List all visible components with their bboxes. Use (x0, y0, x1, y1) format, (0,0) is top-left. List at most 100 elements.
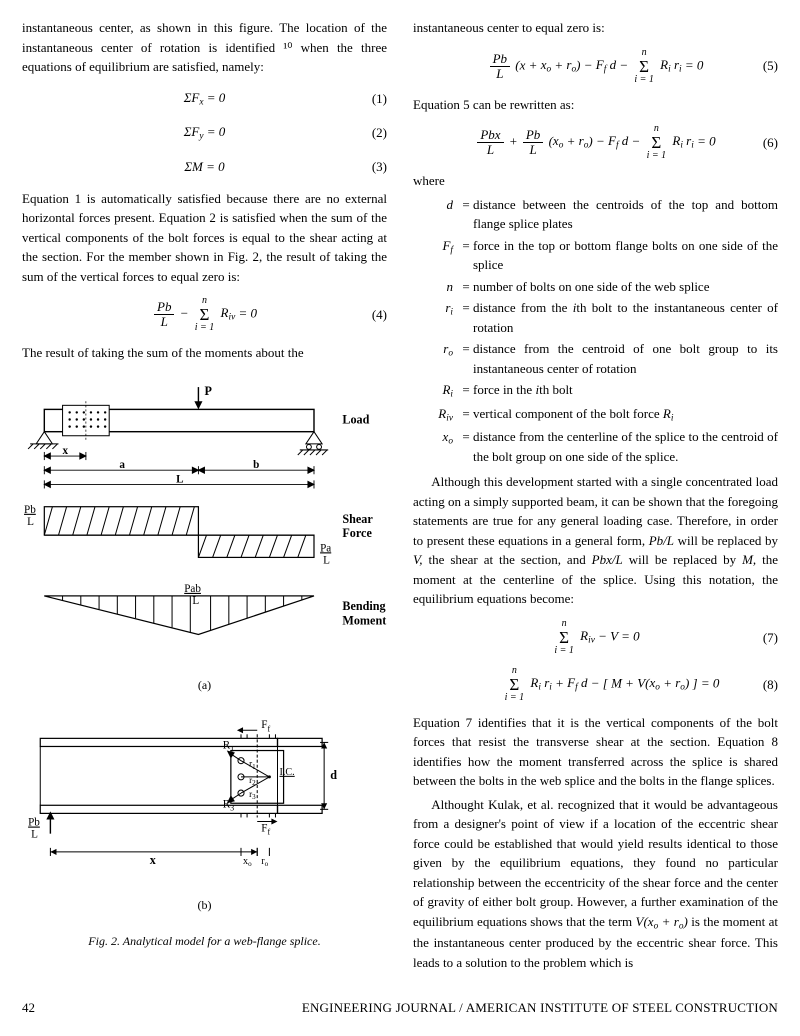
eq-number: (8) (763, 675, 778, 695)
paragraph: The result of taking the sum of the mome… (22, 343, 387, 363)
def-symbol: d (433, 195, 459, 234)
svg-text:L: L (192, 595, 199, 607)
eq-body: PbL (x + xo + ro) − Ff d − nΣi = 1 Ri ri… (488, 48, 704, 85)
svg-text:r1: r1 (249, 759, 256, 771)
svg-text:Force: Force (342, 526, 372, 540)
svg-text:Pb: Pb (28, 816, 40, 828)
svg-text:x: x (150, 853, 157, 867)
journal-name: ENGINEERING JOURNAL / AMERICAN INSTITUTE… (302, 998, 778, 1018)
equation-4: PbL − nΣi = 1 Riv = 0 (4) (22, 296, 387, 333)
definition-row: d=distance between the centroids of the … (433, 195, 778, 234)
eq-number: (1) (372, 89, 387, 109)
eq-number: (6) (763, 133, 778, 153)
definition-row: Riv=vertical component of the bolt force… (433, 404, 778, 426)
eq-body: ΣFy = 0 (184, 122, 226, 144)
figure-sublabel: (b) (22, 896, 387, 914)
definition-row: Ff=force in the top or bottom flange bol… (433, 236, 778, 275)
def-equals: = (459, 339, 473, 378)
equation-1: ΣFx = 0 (1) (22, 87, 387, 111)
figure-sublabel: (a) (22, 676, 387, 694)
left-column: instantaneous center, as shown in this f… (22, 18, 387, 976)
def-text: distance between the centroids of the to… (473, 195, 778, 234)
equation-5: PbL (x + xo + ro) − Ff d − nΣi = 1 Ri ri… (413, 48, 778, 85)
definition-row: ro=distance from the centroid of one bol… (433, 339, 778, 378)
def-equals: = (459, 380, 473, 402)
figure-caption: Fig. 2. Analytical model for a web-flang… (22, 932, 387, 950)
def-text: vertical component of the bolt force Ri (473, 404, 778, 426)
def-equals: = (459, 195, 473, 234)
equation-6: PbxL + PbL (xo + ro) − Ff d − nΣi = 1 Ri… (413, 124, 778, 161)
def-text: distance from the ith bolt to the instan… (473, 298, 778, 337)
def-symbol: xo (433, 427, 459, 466)
svg-text:Load: Load (342, 412, 369, 426)
eq-body: PbL − nΣi = 1 Riv = 0 (152, 296, 257, 333)
def-text: distance from the centroid of one bolt g… (473, 339, 778, 378)
def-symbol: Ff (433, 236, 459, 275)
def-symbol: n (433, 277, 459, 297)
page-footer: 42 ENGINEERING JOURNAL / AMERICAN INSTIT… (22, 998, 778, 1018)
def-symbol: ro (433, 339, 459, 378)
svg-text:a: a (119, 459, 125, 471)
paragraph: Althought Kulak, et al. recognized that … (413, 795, 778, 973)
figure-2b: I.C. R1 r1 r2 r3 R3 Ff Ff d (22, 712, 387, 914)
def-equals: = (459, 427, 473, 466)
eq-number: (2) (372, 123, 387, 143)
svg-text:ro: ro (261, 856, 268, 868)
svg-text:x: x (63, 444, 69, 456)
eq-number: (7) (763, 628, 778, 648)
definition-row: Ri=force in the ith bolt (433, 380, 778, 402)
def-text: distance from the centerline of the spli… (473, 427, 778, 466)
paragraph: Although this development started with a… (413, 472, 778, 609)
eq-body: ΣFx = 0 (184, 88, 226, 110)
svg-text:b: b (253, 459, 259, 471)
def-text: force in the top or bottom flange bolts … (473, 236, 778, 275)
page-number: 42 (22, 998, 35, 1018)
def-text: force in the ith bolt (473, 380, 778, 402)
equation-7: nΣi = 1 Riv − V = 0 (7) (413, 619, 778, 656)
eq-body: ΣM = 0 (184, 157, 224, 177)
eq-number: (3) (372, 157, 387, 177)
def-symbol: Riv (433, 404, 459, 426)
definition-row: ri=distance from the ith bolt to the ins… (433, 298, 778, 337)
paragraph: Equation 5 can be rewritten as: (413, 95, 778, 115)
def-symbol: ri (433, 298, 459, 337)
svg-text:L: L (31, 829, 38, 841)
definition-row: xo=distance from the centerline of the s… (433, 427, 778, 466)
svg-text:d: d (330, 768, 337, 782)
paragraph: Equation 7 identifies that it is the ver… (413, 713, 778, 791)
svg-text:Pab: Pab (184, 582, 201, 594)
paragraph: Equation 1 is automatically satisfied be… (22, 189, 387, 287)
def-equals: = (459, 236, 473, 275)
svg-text:r3: r3 (249, 789, 256, 801)
def-equals: = (459, 298, 473, 337)
svg-text:Moment: Moment (342, 613, 386, 627)
paragraph: instantaneous center to equal zero is: (413, 18, 778, 38)
equation-8: nΣi = 1 Ri ri + Ff d − [ M + V(xo + ro) … (413, 666, 778, 703)
svg-text:xo: xo (243, 856, 252, 868)
svg-text:Pa: Pa (320, 542, 331, 554)
eq-number: (4) (372, 305, 387, 325)
equation-2: ΣFy = 0 (2) (22, 121, 387, 145)
paragraph: where (413, 171, 778, 191)
svg-text:Ff: Ff (261, 719, 270, 733)
svg-text:L: L (176, 473, 183, 485)
paragraph: instantaneous center, as shown in this f… (22, 18, 387, 77)
two-column-layout: instantaneous center, as shown in this f… (22, 18, 778, 976)
definition-list: d=distance between the centroids of the … (433, 195, 778, 467)
right-column: instantaneous center to equal zero is: P… (413, 18, 778, 976)
equation-3: ΣM = 0 (3) (22, 155, 387, 179)
splice-detail-icon: I.C. R1 r1 r2 r3 R3 Ff Ff d (22, 712, 387, 884)
def-equals: = (459, 277, 473, 297)
def-text: number of bolts on one side of the web s… (473, 277, 778, 297)
definition-row: n=number of bolts on one side of the web… (433, 277, 778, 297)
eq-body: nΣi = 1 Riv − V = 0 (551, 619, 639, 656)
svg-text:R1: R1 (223, 739, 235, 753)
svg-text:Bending: Bending (342, 599, 385, 613)
def-symbol: Ri (433, 380, 459, 402)
svg-text:P: P (204, 384, 212, 398)
eq-body: nΣi = 1 Ri ri + Ff d − [ M + V(xo + ro) … (472, 666, 720, 703)
svg-text:Ff: Ff (261, 823, 270, 837)
svg-text:Shear: Shear (342, 511, 373, 525)
svg-text:L: L (323, 554, 330, 566)
eq-body: PbxL + PbL (xo + ro) − Ff d − nΣi = 1 Ri… (475, 124, 715, 161)
